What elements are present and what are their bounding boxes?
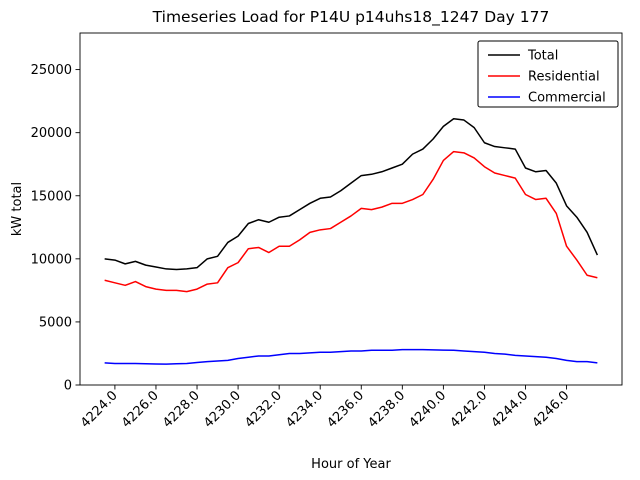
- y-tick-label: 15000: [31, 189, 72, 204]
- axes-spines: [79, 32, 623, 386]
- legend-label-total: Total: [527, 49, 558, 64]
- series-line-residential: [104, 150, 598, 293]
- y-axis: 0 5000 10000 15000 20000 25000: [31, 63, 80, 394]
- chart-title: Timeseries Load for P14U p14uhs18_1247 D…: [152, 8, 550, 27]
- y-tick-label: 25000: [31, 63, 72, 78]
- x-axis-label: Hour of Year: [311, 457, 391, 472]
- series-line-total: [104, 118, 599, 271]
- y-axis-label: kW total: [10, 182, 25, 236]
- y-tick-label: 10000: [31, 252, 72, 267]
- plot-lines: [104, 118, 599, 365]
- legend-label-residential: Residential: [528, 70, 600, 85]
- legend-label-commercial: Commercial: [528, 91, 606, 106]
- series-line-commercial: [104, 348, 598, 365]
- y-tick-label: 0: [64, 379, 72, 394]
- legend-box: [477, 40, 619, 108]
- y-tick-label: 5000: [39, 315, 72, 330]
- legend: Total Residential Commercial: [477, 40, 619, 108]
- y-tick-label: 20000: [31, 126, 72, 141]
